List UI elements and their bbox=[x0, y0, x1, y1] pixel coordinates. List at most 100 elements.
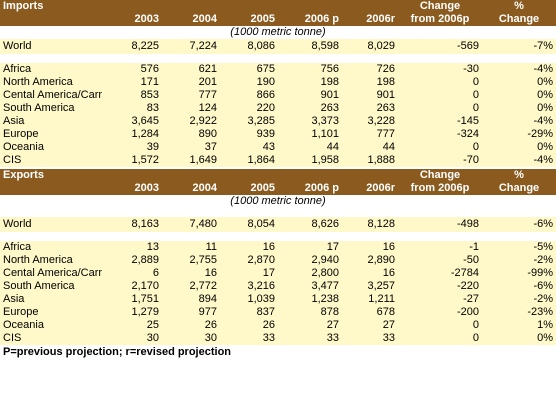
imports-cell: 853 bbox=[112, 89, 162, 102]
exports-cell: 0 bbox=[398, 319, 482, 332]
exports-cell: -23% bbox=[482, 306, 556, 319]
exports-cell: -2784 bbox=[398, 267, 482, 280]
exports-row: CIS 30 30 33 33 33 0 0% bbox=[0, 332, 556, 345]
exports-cell: 2,889 bbox=[112, 254, 162, 267]
exports-cell: 33 bbox=[278, 332, 342, 345]
imports-cell: -29% bbox=[482, 128, 556, 141]
exports-cell: 13 bbox=[112, 241, 162, 254]
exports-cell: 3,477 bbox=[278, 280, 342, 293]
imports-row: CIS 1,572 1,649 1,864 1,958 1,888 -70 -4% bbox=[0, 154, 556, 167]
imports-cell: 201 bbox=[162, 76, 220, 89]
exports-col-2006r: 2006r bbox=[342, 182, 398, 195]
imports-col-from-2006p: from 2006p bbox=[398, 13, 482, 26]
imports-cell: 0 bbox=[398, 76, 482, 89]
exports-cell: 17 bbox=[278, 241, 342, 254]
imports-row: South America 83 124 220 263 263 0 0% bbox=[0, 102, 556, 115]
exports-cell: -220 bbox=[398, 280, 482, 293]
exports-cell: 2,800 bbox=[278, 267, 342, 280]
exports-cell: 837 bbox=[220, 306, 278, 319]
imports-header-row-2: 2003 2004 2005 2006 p 2006r from 2006p C… bbox=[0, 13, 556, 26]
exports-region-label: Oceania bbox=[0, 319, 112, 332]
exports-cell: 11 bbox=[162, 241, 220, 254]
imports-cell: 890 bbox=[162, 128, 220, 141]
exports-col-2006p: 2006 p bbox=[278, 182, 342, 195]
imports-cell: 190 bbox=[220, 76, 278, 89]
exports-cell: 25 bbox=[112, 319, 162, 332]
exports-cell: 26 bbox=[220, 319, 278, 332]
exports-cell: 2,890 bbox=[342, 254, 398, 267]
exports-cell: 2,870 bbox=[220, 254, 278, 267]
exports-cell: 0 bbox=[398, 332, 482, 345]
exports-region-label: Asia bbox=[0, 293, 112, 306]
exports-col-from-2006p: from 2006p bbox=[398, 182, 482, 195]
imports-cell: 939 bbox=[220, 128, 278, 141]
imports-cell: 1,101 bbox=[278, 128, 342, 141]
exports-cell: 16 bbox=[342, 267, 398, 280]
exports-col-pct: % bbox=[482, 169, 556, 182]
trade-table: Imports Change % 2003 2004 2005 2006 p 2… bbox=[0, 0, 556, 345]
imports-cell: -4% bbox=[482, 63, 556, 76]
imports-cell: 0 bbox=[398, 89, 482, 102]
exports-cell: 30 bbox=[162, 332, 220, 345]
exports-cell: -200 bbox=[398, 306, 482, 319]
exports-row: Europe 1,279 977 837 878 678 -200 -23% bbox=[0, 306, 556, 319]
exports-cell: 3,257 bbox=[342, 280, 398, 293]
imports-title: Imports bbox=[0, 0, 112, 13]
imports-header-row-1: Imports Change % bbox=[0, 0, 556, 13]
imports-cell: 3,373 bbox=[278, 115, 342, 128]
imports-cell: 0% bbox=[482, 141, 556, 154]
exports-row: South America 2,170 2,772 3,216 3,477 3,257 -2… bbox=[0, 280, 556, 293]
imports-cell: 198 bbox=[278, 76, 342, 89]
imports-cell: 1,649 bbox=[162, 154, 220, 167]
exports-cell: 894 bbox=[162, 293, 220, 306]
exports-cell: 2,772 bbox=[162, 280, 220, 293]
exports-unit: (1000 metric tonne) bbox=[230, 195, 326, 207]
imports-region-label: Asia bbox=[0, 115, 112, 128]
exports-cell: -50 bbox=[398, 254, 482, 267]
imports-cell: 777 bbox=[162, 89, 220, 102]
exports-region-label: North America bbox=[0, 254, 112, 267]
imports-cell: 3,645 bbox=[112, 115, 162, 128]
imports-cell: 43 bbox=[220, 141, 278, 154]
imports-cell: 576 bbox=[112, 63, 162, 76]
imports-row: Cental America/Carr 853 777 866 901 901 0 0% bbox=[0, 89, 556, 102]
imports-cell: -4% bbox=[482, 115, 556, 128]
exports-header-row-1: Exports Change % bbox=[0, 169, 556, 182]
exports-region-label: Europe bbox=[0, 306, 112, 319]
imports-world-row: World 8,225 7,224 8,086 8,598 8,029 -569… bbox=[0, 39, 556, 54]
imports-cell: 83 bbox=[112, 102, 162, 115]
imports-cell: 0% bbox=[482, 89, 556, 102]
imports-row: Oceania 39 37 43 44 44 0 0% bbox=[0, 141, 556, 154]
imports-col-2003: 2003 bbox=[112, 13, 162, 26]
imports-unit-row: (1000 metric tonne) bbox=[0, 26, 556, 39]
exports-col-change: Change bbox=[398, 169, 482, 182]
imports-row: North America 171 201 190 198 198 0 0% bbox=[0, 76, 556, 89]
imports-cell: 37 bbox=[162, 141, 220, 154]
imports-region-label: Africa bbox=[0, 63, 112, 76]
exports-header-row-2: 2003 2004 2005 2006 p 2006r from 2006p C… bbox=[0, 182, 556, 195]
exports-region-label: CIS bbox=[0, 332, 112, 345]
exports-cell: 2,940 bbox=[278, 254, 342, 267]
exports-cell: 16 bbox=[220, 241, 278, 254]
imports-unit: (1000 metric tonne) bbox=[230, 26, 326, 38]
imports-cell: 2,922 bbox=[162, 115, 220, 128]
imports-cell: 0 bbox=[398, 141, 482, 154]
imports-row: Africa 576 621 675 756 726 -30 -4% bbox=[0, 63, 556, 76]
exports-cell: -6% bbox=[482, 280, 556, 293]
imports-cell: 901 bbox=[278, 89, 342, 102]
exports-unit-row: (1000 metric tonne) bbox=[0, 195, 556, 208]
exports-cell: -2% bbox=[482, 293, 556, 306]
imports-cell: 675 bbox=[220, 63, 278, 76]
exports-cell: -27 bbox=[398, 293, 482, 306]
exports-cell: -1 bbox=[398, 241, 482, 254]
exports-cell: 16 bbox=[162, 267, 220, 280]
imports-cell: 0 bbox=[398, 102, 482, 115]
exports-cell: 3,216 bbox=[220, 280, 278, 293]
exports-cell: 26 bbox=[162, 319, 220, 332]
exports-cell: 27 bbox=[342, 319, 398, 332]
imports-cell: 1,864 bbox=[220, 154, 278, 167]
exports-cell: 17 bbox=[220, 267, 278, 280]
imports-row: Asia 3,645 2,922 3,285 3,373 3,228 -145 -4% bbox=[0, 115, 556, 128]
footnote: P=previous projection; r=revised project… bbox=[3, 346, 232, 358]
imports-cell: 1,284 bbox=[112, 128, 162, 141]
